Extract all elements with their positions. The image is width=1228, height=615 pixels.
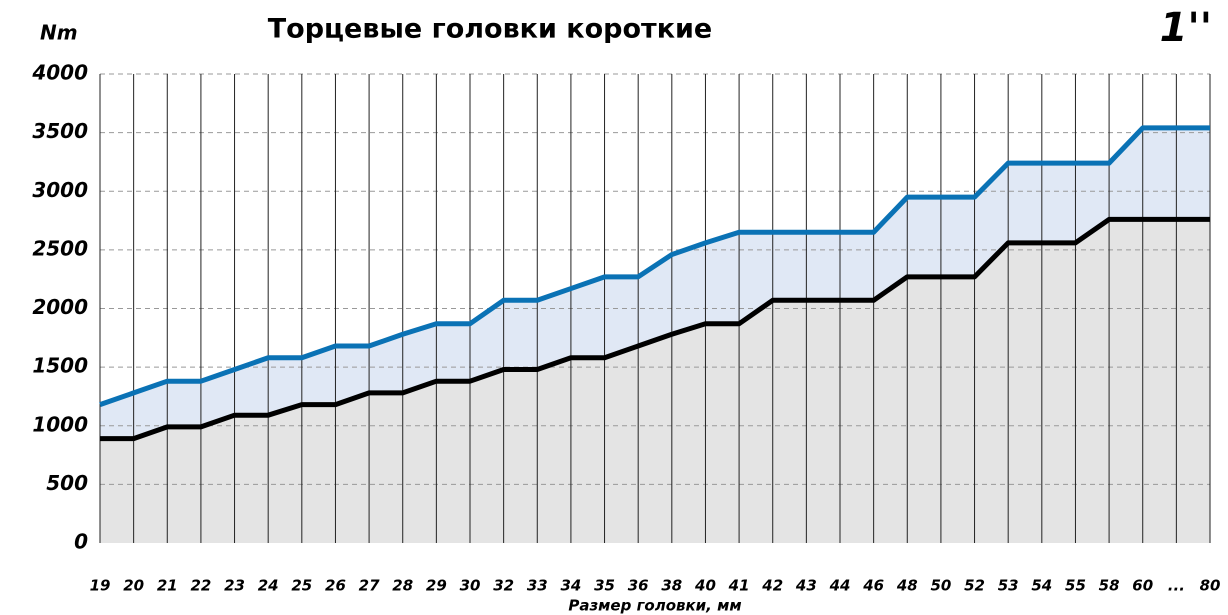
y-tick-label: 2500	[32, 236, 88, 260]
x-tick-label: 44	[829, 577, 851, 595]
x-tick-label: 48	[896, 577, 918, 595]
x-tick-label: 21	[157, 577, 178, 595]
x-tick-label: 34	[560, 577, 581, 595]
x-tick-label: 46	[862, 577, 884, 595]
x-tick-label: 42	[761, 577, 783, 595]
x-tick-label: ...	[1168, 577, 1185, 595]
area	[100, 127, 1210, 439]
series-line	[99, 125, 1210, 408]
y-tick-label: 3500	[32, 119, 88, 143]
y-tick-label: 500	[46, 471, 88, 495]
x-tick-label: 54	[1031, 577, 1052, 595]
x-tick-label: 58	[1099, 577, 1120, 595]
x-tick-label: 55	[1065, 577, 1086, 595]
y-tick-label: 4000	[31, 61, 88, 85]
y-tick-label: 1000	[32, 412, 88, 436]
y-tick-label: 3000	[32, 178, 88, 202]
x-tick-label: 29	[426, 577, 447, 595]
x-tick-label: 41	[728, 577, 750, 595]
x-tick-label: 26	[325, 577, 346, 595]
y-tick-label: 0	[74, 530, 88, 554]
plot	[99, 73, 1211, 543]
x-tick-label: 80	[1200, 577, 1221, 595]
x-tick-label: 32	[493, 577, 514, 595]
chart-title: Торцевые головки короткие	[268, 14, 713, 45]
x-tick-label: 50	[930, 577, 951, 595]
x-tick-label: 38	[661, 577, 682, 595]
x-tick-label: 35	[594, 577, 615, 595]
x-tick-label: 19	[90, 577, 111, 595]
y-unit: Nm	[40, 21, 78, 45]
corner-label: 1''	[1160, 5, 1212, 51]
x-tick-label: 52	[964, 577, 985, 595]
y-tick-label: 1500	[32, 354, 88, 378]
x-tick-label: 53	[998, 577, 1019, 595]
x-tick-label: 24	[258, 577, 279, 595]
series-line	[100, 216, 1210, 442]
y-tick-label: 2000	[32, 295, 88, 319]
x-tick-label: 36	[628, 577, 649, 595]
x-tick-label: 40	[694, 577, 716, 595]
x-tick-label: 23	[224, 577, 245, 595]
x-tick-label: 20	[123, 577, 144, 595]
x-tick-label: 22	[190, 577, 211, 595]
area	[100, 219, 1210, 543]
x-axis-label: Размер головки, мм	[568, 597, 741, 615]
x-tick-label: 30	[460, 577, 481, 595]
x-tick-label: 28	[392, 577, 413, 595]
x-tick-label: 33	[527, 577, 548, 595]
x-tick-label: 27	[359, 577, 380, 595]
x-tick-label: 60	[1132, 577, 1153, 595]
x-tick-label: 43	[795, 577, 817, 595]
x-tick-label: 25	[291, 577, 312, 595]
